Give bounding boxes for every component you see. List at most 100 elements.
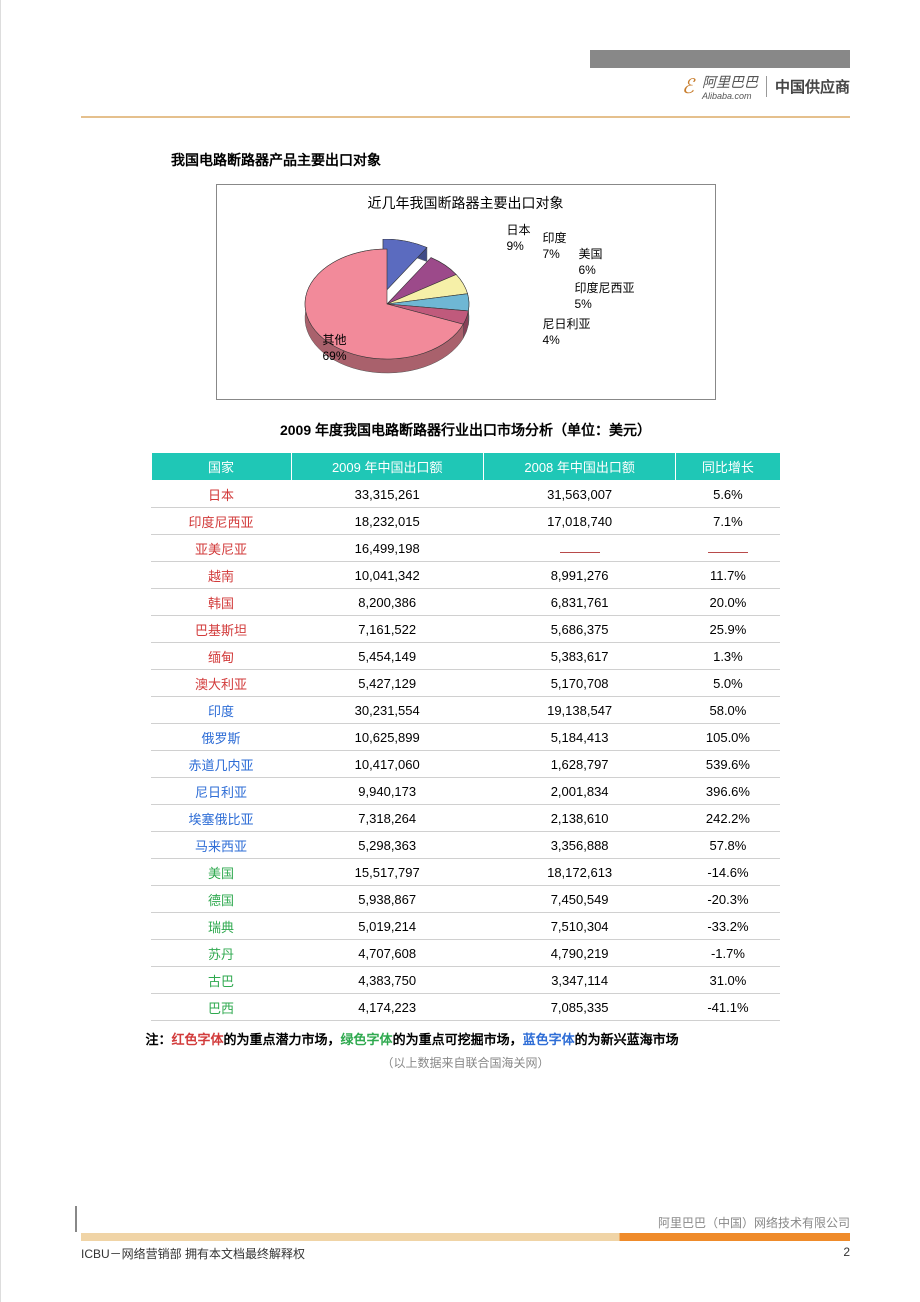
cell-value: 7,318,264 <box>291 805 483 832</box>
brand-sub-text: Alibaba.com <box>702 92 758 101</box>
cell-value: 10,417,060 <box>291 751 483 778</box>
cell-value: 5,454,149 <box>291 643 483 670</box>
cell-value: 2,138,610 <box>483 805 675 832</box>
pie-slice-label: 尼日利亚4% <box>543 317 591 348</box>
cell-country: 缅甸 <box>151 643 291 670</box>
table-row: 赤道几内亚10,417,0601,628,797539.6% <box>151 751 780 778</box>
brand-latin: 阿里巴巴 Alibaba.com <box>702 72 758 101</box>
footer-left-text: ICBU－网络营销部 拥有本文档最终解释权 <box>81 1245 305 1262</box>
table-row: 巴西4,174,2237,085,335-41.1% <box>151 994 780 1021</box>
cell-country: 德国 <box>151 886 291 913</box>
cell-value: 17,018,740 <box>483 508 675 535</box>
cell-value: 18,232,015 <box>291 508 483 535</box>
table-row: 印度尼西亚18,232,01517,018,7407.1% <box>151 508 780 535</box>
alibaba-logo-icon: ℰ <box>682 74 694 99</box>
note-prefix: 注： <box>146 1032 172 1047</box>
table-row: 埃塞俄比亚7,318,2642,138,610242.2% <box>151 805 780 832</box>
cell-country: 印度 <box>151 697 291 724</box>
cell-value: 58.0% <box>676 697 780 724</box>
cell-value: 5,170,708 <box>483 670 675 697</box>
cell-value: -33.2% <box>676 913 780 940</box>
cell-value: 3,356,888 <box>483 832 675 859</box>
header-underline <box>81 116 850 118</box>
cell-country: 日本 <box>151 481 291 508</box>
cell-value: 396.6% <box>676 778 780 805</box>
cell-value: 5.0% <box>676 670 780 697</box>
page-footer: 阿里巴巴（中国）网络技术有限公司 ICBU－网络营销部 拥有本文档最终解释权 2 <box>81 1214 850 1262</box>
note-green-desc: 的为重点可挖掘市场， <box>393 1032 523 1047</box>
cell-value: -1.7% <box>676 940 780 967</box>
cell-value: 5,383,617 <box>483 643 675 670</box>
cell-country: 美国 <box>151 859 291 886</box>
cell-value: 11.7% <box>676 562 780 589</box>
cell-country: 亚美尼亚 <box>151 535 291 562</box>
cell-value <box>483 535 675 562</box>
table-row: 尼日利亚9,940,1732,001,834396.6% <box>151 778 780 805</box>
cell-value: 7,450,549 <box>483 886 675 913</box>
table-row: 美国15,517,79718,172,613-14.6% <box>151 859 780 886</box>
note-red-desc: 的为重点潜力市场， <box>224 1032 341 1047</box>
export-table: 国家2009 年中国出口额2008 年中国出口额同比增长 日本33,315,26… <box>151 452 781 1021</box>
note-blue-desc: 的为新兴蓝海市场 <box>575 1032 679 1047</box>
cell-country: 埃塞俄比亚 <box>151 805 291 832</box>
pie-slice-label: 印度尼西亚5% <box>575 281 635 312</box>
table-row: 苏丹4,707,6084,790,219-1.7% <box>151 940 780 967</box>
footer-text: ICBU－网络营销部 拥有本文档最终解释权 2 <box>81 1245 850 1262</box>
table-row: 巴基斯坦7,161,5225,686,37525.9% <box>151 616 780 643</box>
table-header-cell: 2009 年中国出口额 <box>291 453 483 481</box>
cell-country: 越南 <box>151 562 291 589</box>
brand-latin-text: 阿里巴巴 <box>702 74 758 90</box>
cell-value: 31,563,007 <box>483 481 675 508</box>
cell-value: 8,200,386 <box>291 589 483 616</box>
footer-line <box>81 1233 850 1241</box>
cell-value: 5,019,214 <box>291 913 483 940</box>
table-row: 韩国8,200,3866,831,76120.0% <box>151 589 780 616</box>
cell-value: 5,686,375 <box>483 616 675 643</box>
table-row: 日本33,315,26131,563,0075.6% <box>151 481 780 508</box>
table-title: 2009 年度我国电路断路器行业出口市场分析（单位：美元） <box>81 420 850 440</box>
pie-svg <box>297 239 487 389</box>
cell-country: 马来西亚 <box>151 832 291 859</box>
cell-country: 巴西 <box>151 994 291 1021</box>
cell-value: 31.0% <box>676 967 780 994</box>
cell-value: 1.3% <box>676 643 780 670</box>
table-row: 马来西亚5,298,3633,356,88857.8% <box>151 832 780 859</box>
cell-value: 10,625,899 <box>291 724 483 751</box>
cell-value: 7,085,335 <box>483 994 675 1021</box>
section-title: 我国电路断路器产品主要出口对象 <box>171 150 850 170</box>
cell-value: 57.8% <box>676 832 780 859</box>
cell-country: 俄罗斯 <box>151 724 291 751</box>
table-row: 俄罗斯10,625,8995,184,413105.0% <box>151 724 780 751</box>
cell-value: 8,991,276 <box>483 562 675 589</box>
cell-value: 4,707,608 <box>291 940 483 967</box>
cell-value: -41.1% <box>676 994 780 1021</box>
cell-value: 4,383,750 <box>291 967 483 994</box>
footer-brand: 阿里巴巴（中国）网络技术有限公司 <box>81 1214 850 1231</box>
cell-value: 539.6% <box>676 751 780 778</box>
cell-value: 33,315,261 <box>291 481 483 508</box>
cell-country: 印度尼西亚 <box>151 508 291 535</box>
cell-country: 瑞典 <box>151 913 291 940</box>
cell-value: 2,001,834 <box>483 778 675 805</box>
pie-chart: 日本9%印度7%美国6%印度尼西亚5%尼日利亚4%其他69% <box>227 219 705 389</box>
pie-slice-label: 美国6% <box>579 247 603 278</box>
table-row: 古巴4,383,7503,347,11431.0% <box>151 967 780 994</box>
cell-country: 尼日利亚 <box>151 778 291 805</box>
table-row: 印度30,231,55419,138,54758.0% <box>151 697 780 724</box>
header-grey-bar <box>590 50 850 68</box>
cell-country: 苏丹 <box>151 940 291 967</box>
table-row: 德国5,938,8677,450,549-20.3% <box>151 886 780 913</box>
cell-country: 古巴 <box>151 967 291 994</box>
legend-note: 注：红色字体的为重点潜力市场，绿色字体的为重点可挖掘市场，蓝色字体的为新兴蓝海市… <box>146 1029 786 1048</box>
cell-value: 5,938,867 <box>291 886 483 913</box>
note-blue: 蓝色字体 <box>523 1032 575 1047</box>
table-row: 瑞典5,019,2147,510,304-33.2% <box>151 913 780 940</box>
cell-value: 7,510,304 <box>483 913 675 940</box>
table-row: 亚美尼亚16,499,198 <box>151 535 780 562</box>
cell-value: -14.6% <box>676 859 780 886</box>
pie-slice-label: 其他69% <box>323 333 347 364</box>
cell-value: 16,499,198 <box>291 535 483 562</box>
footer-page-number: 2 <box>843 1245 850 1262</box>
cell-value: 4,790,219 <box>483 940 675 967</box>
cell-value <box>676 535 780 562</box>
